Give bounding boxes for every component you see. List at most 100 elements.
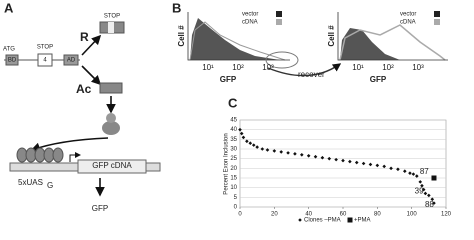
- point: [334, 157, 338, 162]
- histogram: [340, 28, 400, 60]
- point: [251, 143, 256, 147]
- x-tick-label: 0: [238, 212, 242, 218]
- uas-sub: G: [47, 181, 53, 190]
- point: [431, 175, 437, 181]
- point: [403, 169, 407, 174]
- point: [421, 187, 426, 192]
- reporter-text: GFP cDNA: [92, 161, 132, 170]
- axis: [337, 12, 448, 61]
- axis: [187, 12, 290, 61]
- point: [298, 218, 302, 222]
- panel-label: A: [4, 0, 14, 15]
- point: [375, 163, 380, 168]
- point: [427, 193, 431, 198]
- point: [241, 135, 246, 140]
- x-tick-label: 20: [271, 212, 278, 218]
- arrow: [267, 63, 342, 77]
- legend-text: vector: [400, 12, 416, 18]
- y-axis-label: Percent Exon Inclusion: [224, 133, 230, 194]
- y-tick-label: 10: [230, 185, 237, 191]
- point: [420, 183, 424, 188]
- arrow: [81, 34, 102, 56]
- histogram: [190, 18, 280, 60]
- r-label: R: [80, 30, 89, 44]
- y-tick-label: 40: [230, 127, 237, 133]
- ad-box: [63, 54, 79, 66]
- ac-label: Ac: [76, 82, 92, 96]
- atg-text: ATG: [3, 47, 15, 53]
- point: [348, 159, 352, 164]
- point: [313, 154, 318, 159]
- arrow: [81, 65, 102, 86]
- gate: [265, 51, 299, 69]
- bd-box: [5, 54, 19, 66]
- point: [286, 151, 290, 155]
- point: [272, 149, 277, 153]
- x-axis-label: GFP: [370, 75, 387, 84]
- x-tick-label: 10³: [412, 63, 424, 72]
- y-axis-label: Cell #: [177, 25, 186, 47]
- x-tick-label: 10³: [262, 63, 274, 72]
- legend-text: cDNA: [400, 20, 416, 26]
- histogram: [339, 24, 446, 61]
- exon-text: 4: [43, 58, 47, 64]
- point: [423, 191, 428, 196]
- x-tick-label: 60: [340, 212, 347, 218]
- exon-box: [37, 53, 53, 67]
- legend-text: Clones –PMA: [304, 218, 341, 224]
- point: [265, 148, 270, 152]
- x-tick-label: 10²: [232, 63, 244, 72]
- promoter-arrow: [69, 152, 81, 162]
- point: [260, 147, 265, 151]
- point: [279, 150, 283, 154]
- y-tick-label: 20: [230, 166, 237, 172]
- legend-text: vector: [242, 12, 258, 18]
- legend-swatch: [276, 19, 282, 25]
- point: [320, 155, 325, 160]
- point: [306, 153, 311, 158]
- point: [389, 166, 393, 171]
- ad-text: AD: [67, 58, 76, 64]
- annotation: 87: [420, 167, 429, 176]
- panel-label: C: [228, 95, 238, 110]
- x-tick-label: 40: [305, 212, 312, 218]
- legend-text: +PMA: [354, 218, 371, 224]
- panel-b: B recover: [172, 0, 448, 79]
- legend-swatch: [434, 11, 440, 17]
- annotation: 88: [425, 200, 434, 209]
- panel-c: C Percent Exon Inclusion: [224, 95, 238, 194]
- point: [361, 161, 366, 166]
- output-text: GFP: [92, 204, 108, 213]
- x-tick-label: 120: [441, 212, 452, 218]
- histogram: [189, 21, 286, 61]
- x-tick-label: 10²: [382, 63, 394, 72]
- y-tick-label: 0: [234, 205, 238, 211]
- annotation: 39: [415, 187, 424, 196]
- legend-swatch: [276, 11, 282, 17]
- point: [327, 156, 332, 161]
- recover-text: recover: [298, 70, 325, 79]
- point: [255, 145, 259, 149]
- point: [408, 171, 412, 175]
- point: [347, 217, 353, 223]
- protein-box: [99, 82, 123, 94]
- legend-text: cDNA: [242, 20, 258, 26]
- panel-label: B: [172, 0, 181, 15]
- point: [245, 139, 249, 144]
- point: [396, 167, 400, 172]
- point: [418, 180, 423, 184]
- stop-text: STOP: [37, 45, 53, 51]
- bd-text: BD: [8, 58, 17, 64]
- point: [415, 174, 419, 178]
- x-tick-label: 10¹: [202, 63, 214, 72]
- y-tick-label: 15: [230, 176, 237, 182]
- y-tick-label: 35: [230, 137, 237, 143]
- y-axis-label: Cell #: [327, 25, 336, 47]
- legend-swatch: [434, 19, 440, 25]
- stop-mark: [108, 22, 114, 33]
- protein: [106, 113, 116, 123]
- point: [368, 162, 373, 167]
- stop-text: STOP: [104, 14, 120, 20]
- y-tick-label: 25: [230, 156, 237, 162]
- point: [432, 201, 436, 205]
